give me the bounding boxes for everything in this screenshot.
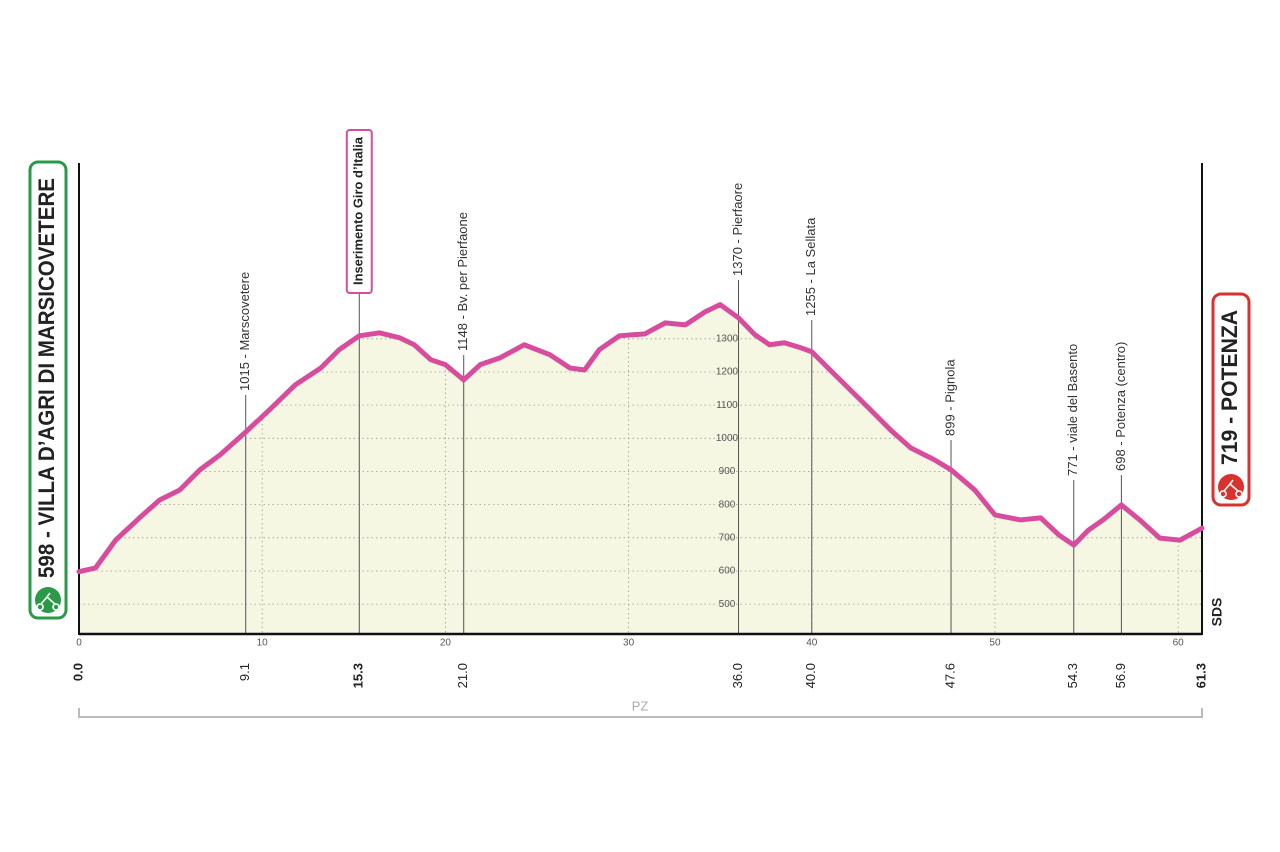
x-tick-label: 60 — [1173, 638, 1185, 649]
y-tick-label: 900 — [719, 466, 736, 477]
km-label: 9.1 — [237, 663, 252, 681]
y-tick-label: 1000 — [716, 433, 739, 444]
finish-icon — [1218, 474, 1244, 500]
km-label: 15.3 — [351, 663, 366, 688]
profile-line — [76, 302, 1205, 575]
km-label: 40.0 — [803, 663, 818, 688]
y-tick-label: 1200 — [716, 367, 739, 378]
y-tick-label: 700 — [719, 532, 736, 543]
waypoint-box — [345, 129, 373, 294]
x-tick-label: 30 — [623, 638, 635, 649]
bike-icon — [1219, 479, 1243, 498]
waypoint-label: 771 - viale del Basento — [1065, 344, 1080, 476]
waypoint-label: 1370 - Pierfaore — [730, 183, 745, 276]
y-tick-label: 800 — [719, 499, 736, 510]
x-tick-label: 50 — [989, 638, 1001, 649]
waypoint-label: 698 - Potenza (centro) — [1113, 342, 1128, 471]
km-label: 61.3 — [1193, 663, 1208, 688]
waypoint-label: 899 - Pignola — [942, 359, 957, 436]
province-label: PZ — [632, 698, 649, 713]
waypoint-label: Inserimento Giro d’Italia — [351, 136, 366, 285]
waypoint-label: 1148 - Bv. per Pierfaone — [455, 212, 470, 351]
y-tick-label: 1300 — [716, 333, 739, 344]
x-tick-label: 20 — [440, 638, 452, 649]
y-tick-label: 500 — [719, 599, 736, 610]
finish-box — [1211, 292, 1251, 507]
x-tick-label: 10 — [257, 638, 269, 649]
finish-label: 719 - POTENZA — [1217, 310, 1242, 465]
province-bracket — [78, 708, 1203, 718]
km-label: 56.9 — [1113, 663, 1128, 688]
waypoint-label: 1255 - La Sellata — [803, 217, 818, 316]
waypoint-label: 1015 - Marscovetere — [237, 272, 252, 391]
km-label: 47.6 — [942, 663, 957, 688]
y-tick-label: 600 — [719, 566, 736, 577]
start-icon — [35, 587, 61, 613]
km-label: 21.0 — [455, 663, 470, 688]
start-label: 598 - VILLA D’AGRI DI MARSICOVETERE — [34, 178, 59, 578]
km-label: 36.0 — [730, 663, 745, 688]
x-tick-label: 40 — [806, 638, 818, 649]
y-tick-label: 1100 — [716, 400, 738, 411]
bike-icon — [36, 592, 60, 611]
km-label: 0.0 — [70, 663, 85, 681]
sponsor-label: SDS — [1209, 598, 1225, 627]
km-label: 54.3 — [1065, 663, 1080, 688]
x-tick-label: 0 — [76, 638, 82, 649]
start-box — [28, 160, 68, 620]
